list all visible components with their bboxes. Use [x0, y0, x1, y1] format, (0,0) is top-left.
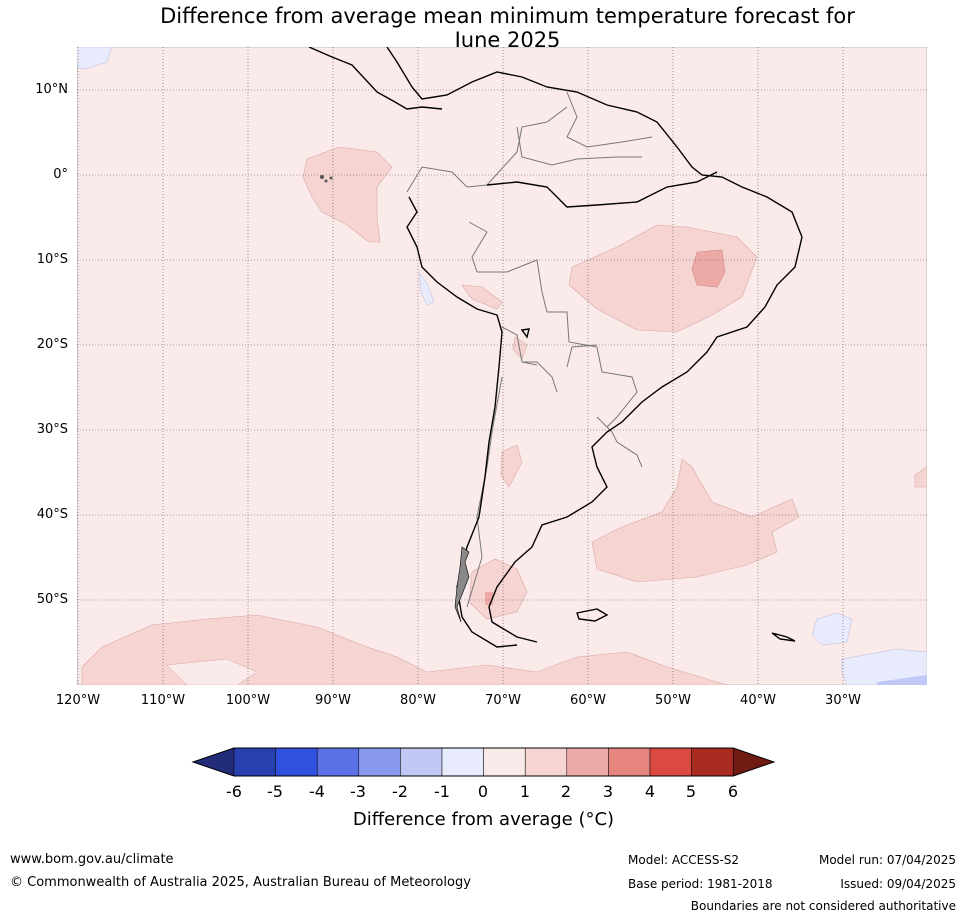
- cool-anomaly-nw: [77, 47, 113, 70]
- lon-label-80w: 80°W: [400, 693, 436, 708]
- coastlines: [308, 47, 803, 648]
- cool-anomaly-corner: [877, 675, 927, 685]
- warm-anomaly-argentina: [500, 444, 523, 488]
- colorbar-swatch-7: [483, 747, 526, 777]
- warm-anomaly-patagonia: [468, 558, 528, 620]
- colorbar-tick: 1: [519, 782, 531, 801]
- country-borders: [406, 91, 653, 608]
- map-title: Difference from average mean minimum tem…: [0, 4, 965, 52]
- colorbar-swatch-2: [275, 747, 318, 777]
- copyright-text: © Commonwealth of Australia 2025, Austra…: [10, 875, 471, 890]
- colorbar-swatch-5: [400, 747, 443, 777]
- colorbar-tick: 4: [644, 782, 656, 801]
- cool-anomaly-se: [841, 648, 927, 685]
- warm-anomaly-pacific: [302, 146, 393, 243]
- colorbar-tick: -4: [309, 782, 325, 801]
- colorbar-tick: -3: [350, 782, 366, 801]
- caribbean-coast: [386, 47, 803, 238]
- colorbar-tick: 0: [477, 782, 489, 801]
- lat-label-20s: 20°S: [36, 337, 68, 352]
- colorbar-tick: -1: [434, 782, 450, 801]
- colorbar-outline: [191, 747, 775, 777]
- warm-anomaly-east-edge: [914, 466, 927, 488]
- lon-label-110w: 110°W: [140, 693, 186, 708]
- lon-label-100w: 100°W: [225, 693, 271, 708]
- lon-label-120w: 120°W: [55, 693, 101, 708]
- colorbar-swatch-9: [566, 747, 609, 777]
- lon-label-40w: 40°W: [740, 693, 776, 708]
- colorbar-tick: -5: [267, 782, 283, 801]
- strong-warm-anomaly-brazil: [691, 249, 726, 288]
- colorbar-label: Difference from average (°C): [352, 809, 615, 830]
- colorbar-tick: 6: [727, 782, 739, 801]
- lat-label-40s: 40°S: [36, 507, 68, 522]
- galapagos-islands: [320, 175, 333, 183]
- title-line-1: Difference from average mean minimum tem…: [160, 4, 855, 28]
- lat-label-equator: 0°: [53, 167, 68, 182]
- colorbar-tick: 3: [602, 782, 614, 801]
- colorbar-swatch-3: [316, 747, 360, 777]
- disclaimer-text: Boundaries are not considered authoritat…: [690, 899, 956, 913]
- base-period-text: Base period: 1981-2018: [628, 877, 773, 891]
- colorbar-max-extend: [732, 747, 775, 777]
- lon-label-60w: 60°W: [570, 693, 606, 708]
- graticule: [77, 47, 927, 685]
- colorbar-tick: 2: [560, 782, 572, 801]
- colorbar-tick: 5: [685, 782, 697, 801]
- lake-titicaca: [520, 328, 530, 339]
- colorbar-swatch-10: [608, 747, 651, 777]
- lat-label-30s: 30°S: [36, 422, 68, 437]
- cool-anomaly-coast: [418, 272, 435, 306]
- lat-label-50s: 50°S: [36, 592, 68, 607]
- south-georgia: [771, 632, 796, 642]
- cool-anomaly-south: [811, 612, 853, 646]
- model-text: Model: ACCESS-S2: [628, 853, 740, 867]
- lon-label-70w: 70°W: [485, 693, 521, 708]
- anomaly-map: [77, 47, 927, 685]
- colorbar-tick: -6: [226, 782, 242, 801]
- issued-text: Issued: 09/04/2025: [840, 877, 956, 891]
- warm-anomaly-bolivia: [461, 284, 503, 310]
- warm-anomaly-paraguay: [512, 336, 528, 360]
- colorbar-tick: -2: [392, 782, 408, 801]
- warm-anomaly-atlantic: [591, 458, 800, 583]
- model-run-text: Model run: 07/04/2025: [818, 853, 956, 867]
- colorbar: [191, 747, 775, 777]
- lat-label-10s: 10°S: [36, 252, 68, 267]
- lat-label-10n: 10°N: [35, 82, 68, 97]
- lon-label-50w: 50°W: [655, 693, 691, 708]
- colorbar-swatch-6: [441, 747, 484, 777]
- colorbar-swatch-1: [233, 747, 276, 777]
- colorbar-swatch-8: [524, 747, 568, 777]
- colorbar-swatch-4: [358, 747, 401, 777]
- colorbar-min-extend: [192, 747, 235, 777]
- atlantic-coast: [488, 236, 803, 643]
- southern-chile-archipelago: [454, 546, 470, 623]
- website-link[interactable]: www.bom.gov.au/climate: [10, 852, 174, 867]
- lon-label-90w: 90°W: [315, 693, 351, 708]
- map-background-patch: [166, 658, 258, 685]
- colorbar-swatch-11: [649, 747, 692, 777]
- amazon-river: [486, 171, 718, 208]
- lon-label-30w: 30°W: [825, 693, 861, 708]
- central-america-coast: [308, 47, 443, 110]
- colorbar-swatch-12: [691, 747, 734, 777]
- falkland-islands: [576, 608, 609, 622]
- pacific-coast: [406, 196, 518, 648]
